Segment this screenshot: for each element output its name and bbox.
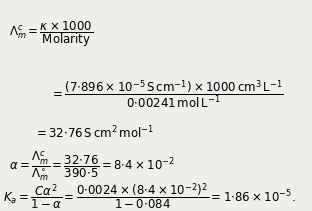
Text: $\Lambda^c_m = \dfrac{\kappa \times 1000}{\mathrm{Molarity}}$: $\Lambda^c_m = \dfrac{\kappa \times 1000… bbox=[9, 19, 94, 49]
Text: $\alpha = \dfrac{\Lambda^c_m}{\Lambda^\circ_m} = \dfrac{32{\cdot}76}{390{\cdot}5: $\alpha = \dfrac{\Lambda^c_m}{\Lambda^\c… bbox=[9, 149, 175, 183]
Text: $= 32{\cdot}76\,\mathrm{S\,cm^2\,mol^{-1}}$: $= 32{\cdot}76\,\mathrm{S\,cm^2\,mol^{-1… bbox=[34, 124, 154, 141]
Text: $= \dfrac{(7{\cdot}896 \times 10^{-5}\,\mathrm{S\,cm^{-1}}) \times 1000\,\mathrm: $= \dfrac{(7{\cdot}896 \times 10^{-5}\,\… bbox=[50, 78, 284, 111]
Text: $K_a = \dfrac{C\alpha^2}{1-\alpha} = \dfrac{0{\cdot}0024 \times (8{\cdot}4 \time: $K_a = \dfrac{C\alpha^2}{1-\alpha} = \df… bbox=[3, 181, 296, 211]
